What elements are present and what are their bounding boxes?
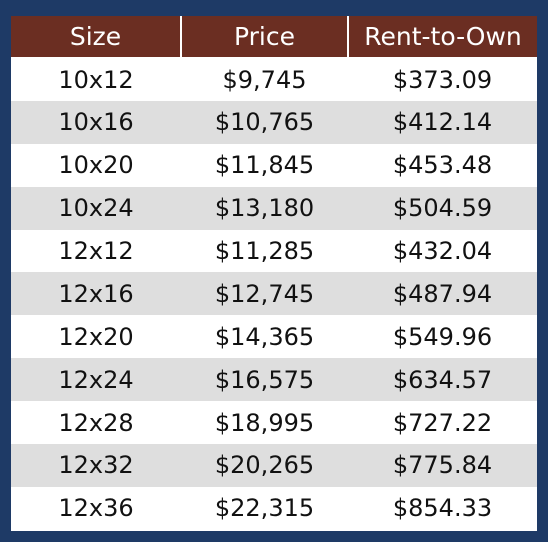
size-cell: 10x16 xyxy=(11,100,181,144)
rent-to-own-cell: $412.14 xyxy=(348,100,537,144)
rent-to-own-cell: $373.09 xyxy=(348,58,537,101)
price-table: Size Price Rent-to-Own 10x12 $9,745 $373… xyxy=(11,16,537,530)
price-cell: $20,265 xyxy=(181,444,348,487)
size-cell: 12x12 xyxy=(11,229,181,273)
table-row: 12x20 $14,365 $549.96 xyxy=(11,315,537,359)
table-row: 12x32 $20,265 $775.84 xyxy=(11,444,537,487)
rent-to-own-cell: $432.04 xyxy=(348,229,537,273)
rent-to-own-cell: $727.22 xyxy=(348,401,537,445)
size-cell: 10x20 xyxy=(11,143,181,187)
size-cell: 10x12 xyxy=(11,58,181,101)
size-cell: 12x36 xyxy=(11,486,181,530)
price-cell: $14,365 xyxy=(181,315,348,359)
rent-to-own-cell: $634.57 xyxy=(348,358,537,402)
rent-to-own-cell: $549.96 xyxy=(348,315,537,359)
header-price: Price xyxy=(180,16,349,59)
price-cell: $10,765 xyxy=(181,100,348,144)
table-row: 12x16 $12,745 $487.94 xyxy=(11,272,537,316)
header-row: Size Price Rent-to-Own xyxy=(11,16,537,59)
price-cell: $12,745 xyxy=(181,272,348,316)
size-cell: 12x16 xyxy=(11,272,181,316)
price-cell: $18,995 xyxy=(181,401,348,445)
price-cell: $11,845 xyxy=(181,143,348,187)
size-cell: 12x24 xyxy=(11,358,181,402)
price-table-panel: Size Price Rent-to-Own 10x12 $9,745 $373… xyxy=(11,16,537,531)
price-cell: $22,315 xyxy=(181,486,348,530)
size-cell: 10x24 xyxy=(11,186,181,230)
table-row: 10x20 $11,845 $453.48 xyxy=(11,143,537,187)
price-cell: $13,180 xyxy=(181,186,348,230)
rent-to-own-cell: $504.59 xyxy=(348,186,537,230)
table-row: 12x28 $18,995 $727.22 xyxy=(11,401,537,445)
table-row: 10x12 $9,745 $373.09 xyxy=(11,58,537,101)
price-cell: $9,745 xyxy=(181,58,348,101)
header-rent-to-own: Rent-to-Own xyxy=(347,16,537,59)
table-row: 10x16 $10,765 $412.14 xyxy=(11,100,537,144)
rent-to-own-cell: $453.48 xyxy=(348,143,537,187)
price-cell: $16,575 xyxy=(181,358,348,402)
table-row: 12x12 $11,285 $432.04 xyxy=(11,229,537,273)
table-body: 10x12 $9,745 $373.09 10x16 $10,765 $412.… xyxy=(11,58,537,530)
size-cell: 12x28 xyxy=(11,401,181,445)
table-header: Size Price Rent-to-Own xyxy=(11,16,537,59)
size-cell: 12x32 xyxy=(11,444,181,487)
price-cell: $11,285 xyxy=(181,229,348,273)
size-cell: 12x20 xyxy=(11,315,181,359)
rent-to-own-cell: $775.84 xyxy=(348,444,537,487)
rent-to-own-cell: $854.33 xyxy=(348,486,537,530)
rent-to-own-cell: $487.94 xyxy=(348,272,537,316)
header-size: Size xyxy=(11,16,182,59)
table-row: 10x24 $13,180 $504.59 xyxy=(11,186,537,230)
table-row: 12x36 $22,315 $854.33 xyxy=(11,486,537,530)
table-row: 12x24 $16,575 $634.57 xyxy=(11,358,537,402)
